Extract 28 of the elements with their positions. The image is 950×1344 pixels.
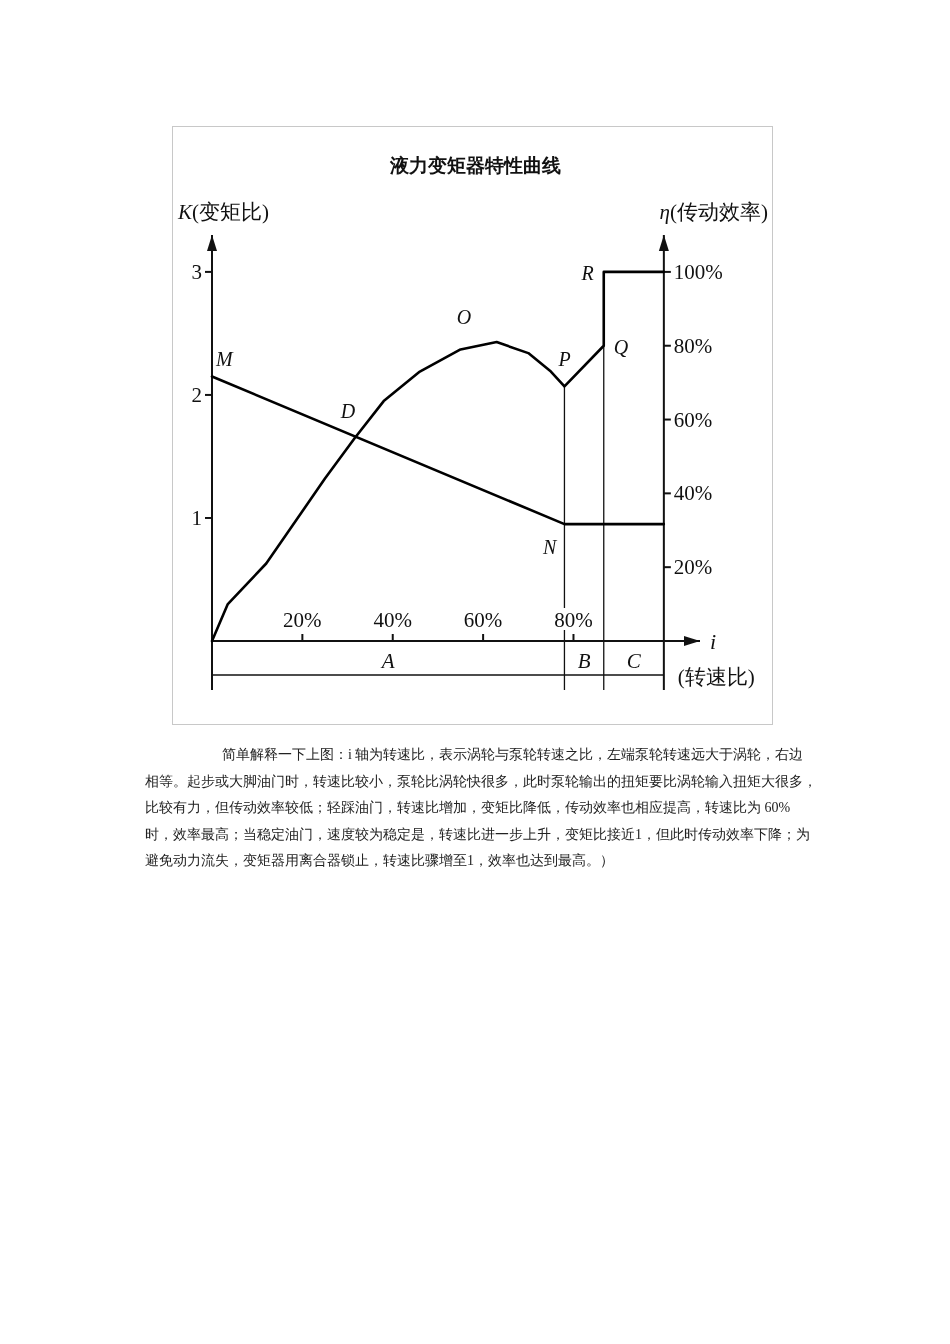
annotation: D <box>339 400 356 423</box>
annotation: N <box>542 536 559 559</box>
x-tick-label: 40% <box>373 608 412 632</box>
x-tick-label: 60% <box>463 608 503 632</box>
y2-tick-label: 80% <box>673 333 713 358</box>
y-tick-label: 2 <box>191 382 202 407</box>
annotation: P <box>557 348 571 371</box>
annotation: M <box>215 348 234 371</box>
y-tick-label: 3 <box>191 259 202 284</box>
y2-tick-label: 40% <box>673 481 713 506</box>
x-tick-label: 20% <box>283 608 322 632</box>
text: B <box>577 649 591 673</box>
y2-tick-label: 20% <box>673 555 713 580</box>
title: 液力变矩器特性曲线 <box>389 154 561 176</box>
y2label: η(传动效率) <box>659 200 768 224</box>
text: C <box>626 649 642 673</box>
text: (转速比) <box>677 665 755 689</box>
text: A <box>379 649 395 673</box>
y2-tick-label: 60% <box>673 407 713 432</box>
xlabel: i <box>710 629 717 654</box>
y2-tick-label: 100% <box>673 259 723 284</box>
annotation: O <box>456 306 472 329</box>
y-tick-label: 1 <box>191 505 202 530</box>
x-tick-label: 80% <box>554 608 593 632</box>
text: 简单解释一下上图：i 轴为转速比，表示涡轮与泵轮转速之比，左端泵轮转速远大于涡轮，右边相等。起步或大脚油门时，转速比较小，泵轮比涡轮快很多，此时泵轮输出的扭矩要比涡轮输入扭矩大很多，比较有力，但传动效率较低；轻踩油门，转速比增加，变矩比降低，传动效率也相应提高，转速比为 60%时，效率最高；当稳定油门，速度较为稳定是，转速比进一步上升，变矩比接近1，但此时传动效率下降；为避免动力流失，变矩器用离合器锁止，转速比骤增至1，效率也达到最高。） <box>145 746 817 870</box>
ylabel: K(变矩比) <box>178 200 269 224</box>
annotation: R <box>580 261 594 284</box>
annotation: Q <box>613 335 629 358</box>
